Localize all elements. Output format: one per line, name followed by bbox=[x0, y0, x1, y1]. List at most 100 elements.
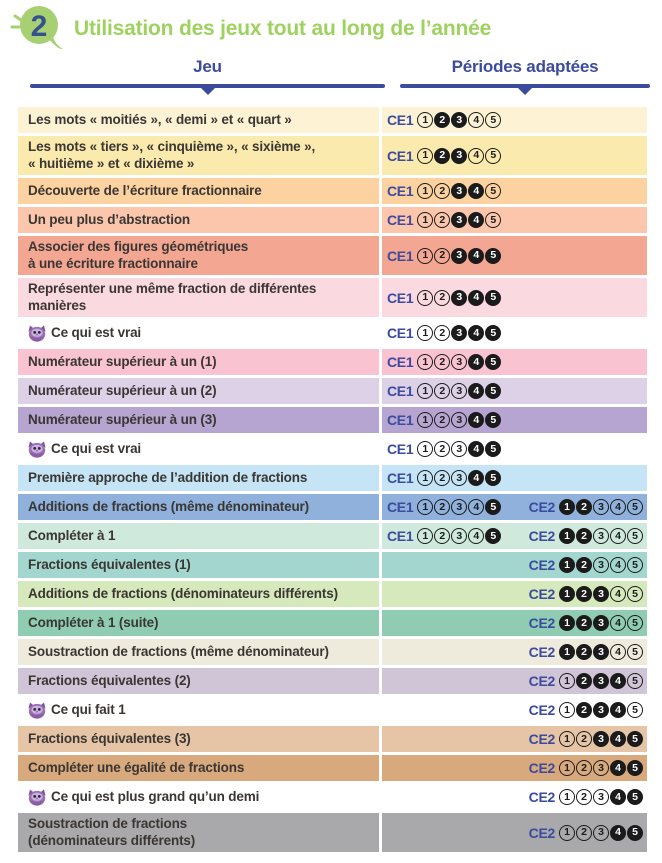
period-circle-filled: 5 bbox=[485, 528, 502, 544]
title-bar: 2 Utilisation des jeux tout au long de l… bbox=[8, 4, 491, 54]
ce2-label: CE2 bbox=[528, 615, 556, 631]
period-circle-outline: 1 bbox=[417, 289, 434, 306]
period-circle-filled: 1 bbox=[559, 499, 575, 515]
ce2-label: CE2 bbox=[528, 731, 556, 747]
ce1-label: CE1 bbox=[387, 354, 414, 370]
ce2-period-group: CE2 1 2 3 4 5 bbox=[529, 789, 643, 805]
game-cell: Numérateur supérieur à un (1) bbox=[18, 349, 379, 375]
ce2-period-group: CE2 1 2 3 4 5 bbox=[529, 702, 643, 718]
svg-text:2: 2 bbox=[31, 10, 48, 43]
period-circle-filled: 2 bbox=[434, 147, 451, 164]
speech-bubble-2-icon: 2 bbox=[10, 6, 63, 50]
period-circle-outline: 1 bbox=[559, 673, 575, 689]
period-circle-outline: 4 bbox=[610, 644, 626, 660]
table-row: Numérateur supérieur à un (3) CE1 1 2 3 4 5 bbox=[18, 407, 647, 433]
game-cell: Un peu plus d’abstraction bbox=[18, 207, 379, 233]
period-circle-filled: 3 bbox=[593, 615, 609, 631]
period-circle-filled: 4 bbox=[610, 731, 626, 747]
periodes-arrow-icon bbox=[518, 88, 532, 95]
period-circle-outline: 2 bbox=[576, 789, 592, 805]
column-header-jeu: Jeu bbox=[30, 57, 385, 99]
ce1-label: CE1 bbox=[387, 183, 414, 199]
ce1-label: CE1 bbox=[387, 147, 414, 164]
ce2-period-group: CE2 1 2 3 4 5 bbox=[529, 731, 643, 747]
period-circle-outline: 4 bbox=[468, 499, 485, 515]
period-circle-outline: 2 bbox=[434, 354, 451, 370]
period-circle-outline: 3 bbox=[451, 441, 468, 457]
table-row: Ce qui est vrai CE1 1 2 3 4 5 bbox=[18, 436, 647, 462]
game-cell: Fractions équivalentes (3) bbox=[18, 726, 379, 752]
period-circle-filled: 5 bbox=[485, 325, 502, 341]
ce1-period-group: CE1 1 2 3 4 5 bbox=[387, 147, 502, 164]
period-circle-outline: 1 bbox=[417, 325, 434, 341]
period-circle-filled: 1 bbox=[559, 615, 575, 631]
table-row: Additions de fractions (dénominateurs di… bbox=[18, 581, 647, 607]
ce1-period-group: CE1 1 2 3 4 5 bbox=[387, 441, 502, 457]
period-circle-filled: 2 bbox=[576, 499, 592, 515]
game-cell: Ce qui est vrai bbox=[18, 320, 379, 346]
period-circle-filled: 4 bbox=[468, 325, 485, 341]
periods-cell: CE1 1 2 3 4 5 bbox=[382, 465, 647, 491]
game-cell: Représenter une même fraction de différe… bbox=[18, 278, 379, 317]
ce2-period-group: CE2 1 2 3 4 5 bbox=[529, 615, 643, 631]
period-circle-outline: 4 bbox=[468, 112, 485, 128]
ce1-period-group: CE1 1 2 3 4 5 bbox=[387, 354, 502, 370]
game-cell: Découverte de l’écriture fractionnaire bbox=[18, 178, 379, 204]
period-circle-outline: 4 bbox=[610, 586, 626, 602]
period-circle-filled: 2 bbox=[576, 586, 592, 602]
period-circle-outline: 4 bbox=[468, 147, 485, 164]
period-circle-outline: 2 bbox=[434, 470, 451, 486]
period-circle-outline: 1 bbox=[559, 824, 575, 841]
ce1-label: CE1 bbox=[387, 528, 414, 544]
ce1-period-group: CE1 1 2 3 4 5 bbox=[387, 470, 502, 486]
period-circle-outline: 5 bbox=[485, 183, 502, 199]
period-circle-filled: 5 bbox=[627, 760, 643, 776]
period-circle-outline: 1 bbox=[417, 383, 434, 399]
game-label: Ce qui fait 1 bbox=[51, 701, 126, 717]
table-row: Un peu plus d’abstraction CE1 1 2 3 4 5 bbox=[18, 207, 647, 233]
owl-mascot-icon bbox=[28, 441, 46, 458]
column-header-periodes-label: Périodes adaptées bbox=[451, 57, 599, 76]
period-circle-filled: 2 bbox=[576, 615, 592, 631]
period-circle-filled: 2 bbox=[576, 528, 592, 544]
periods-cell: CE2 1 2 3 4 5 bbox=[382, 755, 647, 781]
game-label: Additions de fractions (dénominateurs di… bbox=[28, 585, 338, 601]
period-circle-filled: 1 bbox=[559, 586, 575, 602]
game-label: Compléter à 1 bbox=[28, 527, 116, 543]
period-circle-filled: 3 bbox=[451, 183, 468, 199]
period-circle-filled: 5 bbox=[485, 247, 502, 264]
jeu-rule bbox=[30, 84, 385, 95]
game-cell: Soustraction de fractions (dénominateurs… bbox=[18, 813, 379, 852]
period-circle-filled: 3 bbox=[593, 702, 609, 718]
period-circle-filled: 4 bbox=[610, 702, 626, 718]
period-circle-outline: 2 bbox=[434, 412, 451, 428]
ce2-label: CE2 bbox=[528, 824, 556, 841]
periods-cell: CE1 1 2 3 4 5 CE2 1 2 3 4 5 bbox=[382, 494, 647, 520]
period-circle-filled: 4 bbox=[468, 412, 485, 428]
period-circle-outline: 2 bbox=[576, 731, 592, 747]
column-header-jeu-label: Jeu bbox=[193, 57, 222, 76]
periods-cell: CE1 1 2 3 4 5 bbox=[382, 378, 647, 404]
game-cell: Numérateur supérieur à un (3) bbox=[18, 407, 379, 433]
period-circle-filled: 5 bbox=[627, 824, 643, 841]
game-cell: Ce qui fait 1 bbox=[18, 697, 379, 723]
period-circle-outline: 3 bbox=[451, 412, 468, 428]
ce2-period-group: CE2 1 2 3 4 5 bbox=[529, 528, 643, 544]
games-table: Les mots « moitiés », « demi » et « quar… bbox=[18, 107, 647, 855]
period-circle-outline: 1 bbox=[559, 731, 575, 747]
period-circle-outline: 2 bbox=[434, 325, 451, 341]
period-circle-filled: 2 bbox=[576, 702, 592, 718]
table-row: Découverte de l’écriture fractionnaire CE… bbox=[18, 178, 647, 204]
period-circle-filled: 3 bbox=[593, 731, 609, 747]
ce1-period-group: CE1 1 2 3 4 5 bbox=[387, 325, 502, 341]
game-label: Première approche de l’addition de fract… bbox=[28, 469, 308, 485]
game-cell: Les mots « moitiés », « demi » et « quar… bbox=[18, 107, 379, 133]
period-circle-outline: 1 bbox=[417, 183, 434, 199]
owl-mascot-icon bbox=[28, 702, 46, 719]
period-circle-filled: 4 bbox=[468, 383, 485, 399]
period-circle-outline: 4 bbox=[610, 528, 626, 544]
period-circle-filled: 3 bbox=[451, 247, 468, 264]
period-circle-filled: 3 bbox=[451, 212, 468, 228]
period-circle-outline: 5 bbox=[627, 644, 643, 660]
ce2-label: CE2 bbox=[528, 702, 556, 718]
